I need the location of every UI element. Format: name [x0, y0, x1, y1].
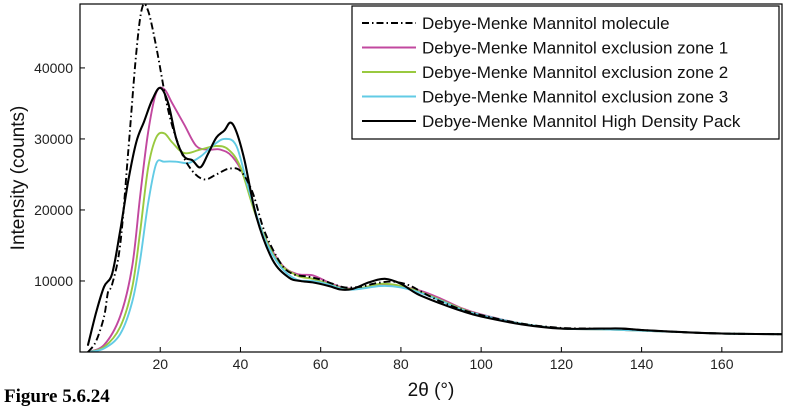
legend: Debye-Menke Mannitol molecule Debye-Menke…	[352, 6, 779, 139]
x-tick-label: 100	[469, 356, 493, 372]
legend-label: Debye-Menke Mannitol High Density Pack	[422, 112, 741, 131]
x-tick-label: 40	[233, 356, 249, 372]
x-tick-label: 140	[630, 356, 654, 372]
y-axis-label: Intensity (counts)	[8, 106, 29, 251]
x-tick-label: 80	[393, 356, 409, 372]
y-tick-label: 40000	[34, 60, 73, 76]
x-axis-label: 2θ (°)	[408, 380, 455, 401]
series-line-4	[88, 139, 782, 352]
series-line-3	[88, 133, 782, 352]
legend-label: Debye-Menke Mannitol molecule	[422, 14, 670, 33]
y-tick-label: 30000	[34, 131, 73, 147]
x-tick-label: 120	[550, 356, 574, 372]
y-tick-label: 20000	[34, 202, 73, 218]
x-tick-label: 60	[313, 356, 329, 372]
legend-label: Debye-Menke Mannitol exclusion zone 2	[422, 63, 728, 82]
legend-label: Debye-Menke Mannitol exclusion zone 3	[422, 88, 728, 107]
x-tick-label: 160	[710, 356, 734, 372]
legend-label: Debye-Menke Mannitol exclusion zone 1	[422, 39, 728, 58]
figure-caption: Figure 5.6.24	[4, 386, 110, 408]
x-tick-label: 20	[152, 356, 168, 372]
y-tick-label: 10000	[34, 273, 73, 289]
